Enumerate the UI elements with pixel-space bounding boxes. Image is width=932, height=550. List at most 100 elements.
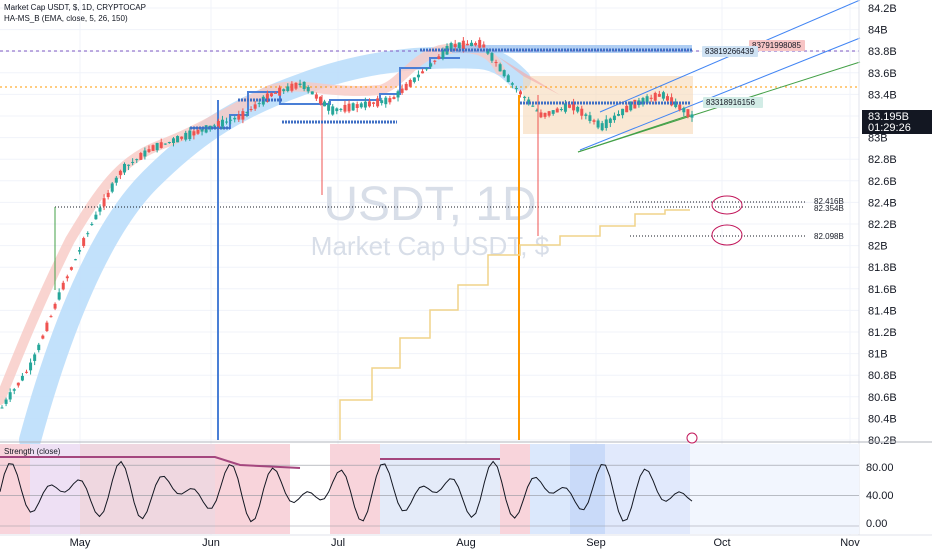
candle-body [82,238,86,246]
circle-marker-2 [711,224,743,246]
candle-body [612,115,616,121]
overlays [190,48,692,130]
candle-body [384,97,388,105]
candle-body [429,63,433,67]
candle-body [196,129,200,134]
y-tick-label: 81.4B [868,305,897,317]
candle-body [682,107,686,113]
candle-body [367,101,371,107]
candle-body [167,142,171,144]
candle-body [318,96,322,104]
y-tick-label: 84B [868,25,888,37]
candle-body [78,250,82,252]
candle-body [163,143,167,145]
current-price-tag [862,110,932,134]
trend-line-blue-2 [579,37,861,151]
candle-body [245,111,249,113]
candle-body [24,371,28,373]
x-label-jul: Jul [331,537,345,549]
y-tick-label: 80.8B [868,370,897,382]
x-label-aug: Aug [456,537,476,549]
y-tick-label: 83.6B [868,68,897,80]
candle-body [470,42,474,47]
candle-body [306,87,310,92]
candle-body [531,105,535,107]
candle-body [621,108,625,116]
current-price: 83.195B [868,111,909,123]
candle-body [576,106,580,112]
candle-body [580,108,584,116]
osc-tick-40: 40.00 [866,490,894,502]
candle-body [376,98,380,107]
candle-body [396,91,400,98]
candle-body [265,93,269,102]
candle-body [547,111,551,116]
candle-body [519,91,523,95]
y-tick-label: 83.8B [868,46,897,58]
candle-body [555,108,559,113]
candle-body [592,120,596,122]
candle-body [441,49,445,59]
candle-body [65,276,69,279]
candle-body [596,120,600,128]
candle-body [159,142,163,148]
candle-body [127,164,131,166]
indicator-title: HA-MS_B (EMA, close, 5, 26, 150) [4,14,128,23]
candle-body [465,44,469,46]
candle-body [527,99,531,104]
candle-body [433,60,437,62]
osc-zone [530,444,570,534]
candle-body [151,145,155,151]
wedge-shape [497,56,560,95]
candle-body [49,316,53,318]
candles [0,37,694,409]
candle-body [335,108,339,112]
candle-body [114,177,118,183]
candle-body [310,91,314,95]
candle-body [176,136,180,143]
candle-body [678,104,682,110]
y-axis-ticks[interactable]: 84.2B84B83.8B83.6B83.4B83.2B83B82.8B82.6… [868,3,897,447]
range-box [523,76,693,134]
candle-body [437,56,441,60]
candle-body [686,109,690,117]
candle-body [286,86,290,92]
candle-body [53,303,57,309]
candle-body [229,119,233,121]
candle-body [510,83,514,85]
candle-body [143,150,147,157]
candle-body [86,233,90,235]
candle-body [73,259,77,261]
candle-body [416,74,420,78]
candle-body [257,103,261,105]
candle-body [225,121,229,123]
candle-body [453,44,457,48]
candle-body [563,103,567,112]
candle-body [0,407,4,409]
price-label-1: 83791998085 [752,41,801,50]
candle-body [110,183,114,192]
y-tick-label: 80.2B [868,435,897,447]
candle-body [657,93,661,97]
candle-body [625,105,629,113]
candle-body [302,81,306,90]
candle-body [478,39,482,48]
candle-body [269,93,273,97]
y-tick-label: 84.2B [868,3,897,15]
label-bg-3 [703,97,763,108]
candle-body [363,101,367,108]
candle-body [604,119,608,129]
y-tick-label: 82.4B [868,197,897,209]
candle-body [539,112,543,118]
candle-body [343,104,347,112]
candle-body [404,83,408,91]
candle-body [323,101,327,107]
candle-body [249,109,253,111]
candle-body [184,132,188,140]
y-tick-label: 81.6B [868,284,897,296]
y-tick-label: 81.8B [868,262,897,274]
drawing-objects [0,0,861,440]
candle-body [535,110,539,112]
watermark-subtitle: Market Cap USDT, $ [311,231,550,261]
